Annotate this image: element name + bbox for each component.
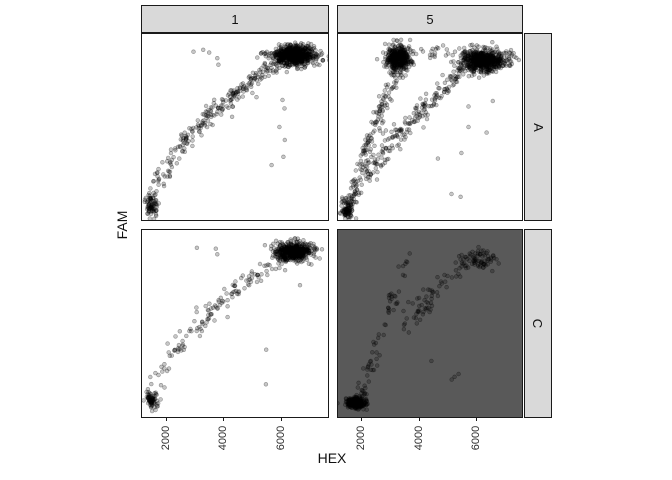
scatter-panel-1-a[interactable] <box>141 33 329 221</box>
x-axis-title: HEX <box>317 450 347 466</box>
scatter-panel-5-c-selected[interactable] <box>337 229 523 418</box>
facet-strip-col-5: 5 <box>337 5 523 33</box>
facet-strip-row-c-label: C <box>530 318 546 329</box>
scatter-points-5-c <box>338 244 501 412</box>
scatter-panel-1-c[interactable] <box>141 229 329 418</box>
facet-strip-row-a: A <box>524 33 552 221</box>
y-axis-title: FAM <box>114 210 130 240</box>
scatter-points-1-a <box>142 40 328 220</box>
x-tick-mark <box>166 418 167 421</box>
scatter-points-1-c <box>142 236 325 414</box>
x-tick-mark <box>223 418 224 421</box>
x-tick-mark <box>419 418 420 421</box>
facet-strip-col-1: 1 <box>141 5 329 33</box>
scatter-points-5-a <box>338 37 522 220</box>
facet-strip-row-c: C <box>524 229 552 418</box>
facet-strip-col-5-label: 5 <box>426 11 434 27</box>
facet-strip-row-a-label: A <box>530 122 546 132</box>
scatter-panel-5-a[interactable] <box>337 33 523 221</box>
x-tick-mark <box>476 418 477 421</box>
x-tick-mark <box>361 418 362 421</box>
x-tick-mark <box>281 418 282 421</box>
facet-strip-col-1-label: 1 <box>231 11 239 27</box>
